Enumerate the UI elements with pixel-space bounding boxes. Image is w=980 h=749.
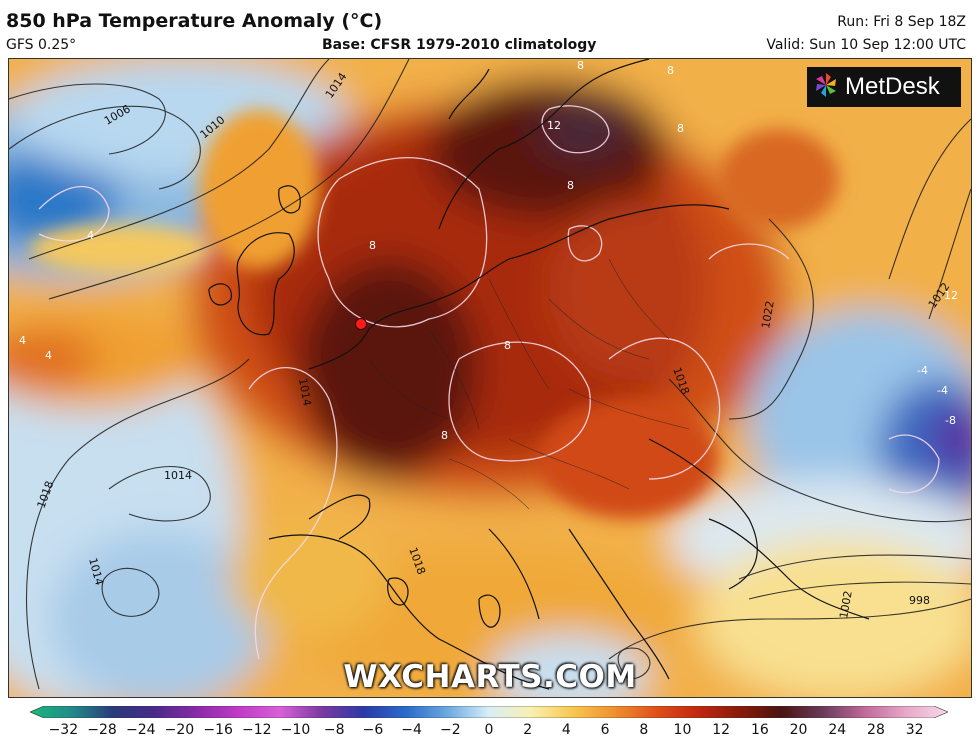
colorbar-tick-label: 0 <box>484 722 494 738</box>
metdesk-pinwheel-icon <box>813 72 839 102</box>
isobar-label: 1022 <box>759 300 777 330</box>
run-time-label: Run: Fri 8 Sep 18Z <box>837 14 966 30</box>
anomaly-label-group: 12 8 8 8 8 8 8 8 4 4 4 -4 -8 12 -4 <box>19 59 958 442</box>
location-dot <box>355 318 367 330</box>
colorbar-tick-label: −20 <box>164 722 195 738</box>
anomaly-label: 8 <box>567 179 574 192</box>
colorbar-tick-label: 24 <box>828 722 847 738</box>
isobar-label: 1002 <box>837 590 855 620</box>
anomaly-label: -4 <box>937 384 948 397</box>
colorbar-tick-label: −2 <box>439 722 461 738</box>
isobar-label: 998 <box>909 594 930 607</box>
colorbar-gradient <box>30 706 948 718</box>
colorbar-tick-label: −24 <box>125 722 156 738</box>
colorbar-ticks: −32 −28 −24 −20 −16 −12 −10 −8 −6 −4 −2 0 2 4 6 8 10 12 16… <box>30 722 948 742</box>
coastlines <box>208 59 870 690</box>
colorbar-tick-label: −8 <box>323 722 345 738</box>
colorbar-tick-label: 32 <box>905 722 924 738</box>
colorbar <box>30 706 948 718</box>
anomaly-label: 8 <box>504 339 511 352</box>
anomaly-label: 8 <box>441 429 448 442</box>
watermark: WXCHARTS.COM <box>343 659 637 695</box>
isobar-label: 1014 <box>164 469 192 482</box>
map-canvas: 1006 1010 1014 1014 1018 1014 1014 1018 … <box>9 59 971 697</box>
colorbar-tick-label: 28 <box>867 722 885 738</box>
logo-text: MetDesk <box>845 73 940 100</box>
metdesk-logo: MetDesk <box>807 67 961 107</box>
colorbar-tick-label: −16 <box>203 722 233 738</box>
colorbar-tick-label: 16 <box>750 722 769 738</box>
chart-title: 850 hPa Temperature Anomaly (°C) <box>6 10 383 32</box>
country-borders <box>368 258 690 510</box>
colorbar-tick-label: 20 <box>789 722 808 738</box>
model-label: GFS 0.25° <box>6 37 77 53</box>
colorbar-tick-label: −6 <box>362 722 384 738</box>
anomaly-label: 4 <box>45 349 52 362</box>
anomaly-label: 12 <box>944 289 958 302</box>
anomaly-label: -4 <box>917 364 928 377</box>
anomaly-label: 4 <box>87 229 94 242</box>
base-climatology-label: Base: CFSR 1979-2010 climatology <box>322 37 597 53</box>
anomaly-label: 4 <box>19 334 26 347</box>
colorbar-tick-label: 4 <box>561 722 571 738</box>
anomaly-label: 8 <box>577 59 584 72</box>
colorbar-tick-label: 2 <box>523 722 533 738</box>
colorbar-tick-label: −4 <box>401 722 422 738</box>
colorbar-tick-label: −12 <box>242 722 272 738</box>
colorbar-tick-label: 12 <box>712 722 731 738</box>
isobar-label: 1014 <box>296 377 314 407</box>
colorbar-tick-label: 6 <box>600 722 610 738</box>
anomaly-label: 8 <box>677 122 684 135</box>
anomaly-map[interactable]: 1006 1010 1014 1014 1018 1014 1014 1018 … <box>8 58 972 698</box>
colorbar-tick-label: −10 <box>280 722 311 738</box>
isobar-lines <box>9 59 971 690</box>
colorbar-tick-label: 8 <box>639 722 649 738</box>
anomaly-label: 8 <box>369 239 376 252</box>
anomaly-detail <box>29 109 839 519</box>
anomaly-contours <box>38 105 940 660</box>
anomaly-label: 8 <box>667 64 674 77</box>
anomaly-label: 12 <box>547 119 561 132</box>
colorbar-tick-label: −28 <box>87 722 117 738</box>
colorbar-tick-label: −32 <box>48 722 79 738</box>
anomaly-label: -8 <box>945 414 956 427</box>
colorbar-tick-label: 10 <box>673 722 692 738</box>
valid-time-label: Valid: Sun 10 Sep 12:00 UTC <box>766 37 966 53</box>
